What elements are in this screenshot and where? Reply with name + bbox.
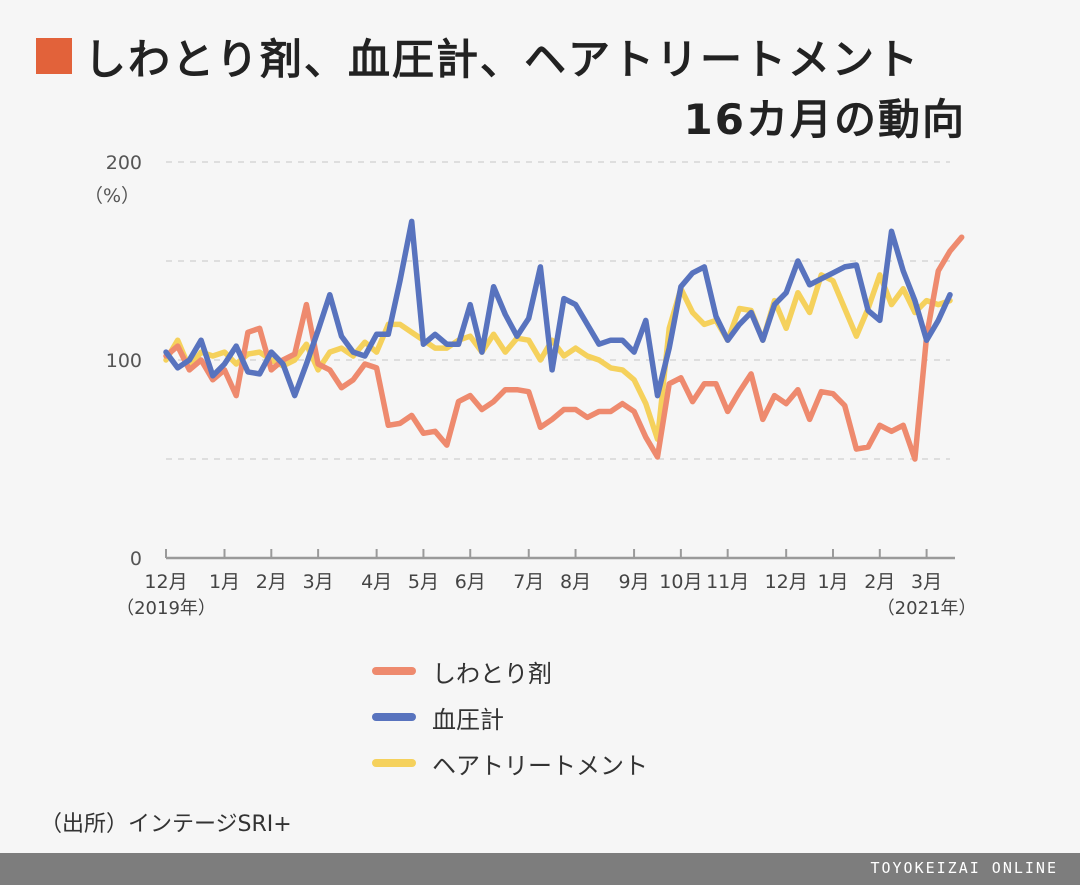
x-tick-label-8: 8月 [560,571,591,593]
title-line1: しわとり剤、血圧計、ヘアトリートメント [84,34,921,84]
x-tick-label-14: 2月 [864,571,895,593]
legend: しわとり剤 血圧計 ヘアトリートメント [372,648,648,786]
y-tick-label-100: 100 [106,350,142,372]
x-axis: 12月 （2019年） 1月 2月 3月 4月 5月 6月 7月 8月 9月 10月 11月 12月 1月 2… [116,549,977,619]
x-tick-label-12: 12月 [765,571,808,593]
footer-bar: TOYOKEIZAI ONLINE [0,853,1080,885]
legend-item-ketsuatsukei: 血圧計 [372,694,648,740]
legend-label-hair-treatment: ヘアトリートメント [432,751,648,780]
legend-item-shiwatori: しわとり剤 [372,648,648,694]
legend-label-ketsuatsukei: 血圧計 [432,705,504,734]
x-tick-label-6: 6月 [455,571,486,593]
y-tick-label-0: 0 [130,548,142,570]
legend-swatch-ketsuatsukei [372,713,416,721]
legend-label-shiwatori: しわとり剤 [432,659,552,688]
x-tick-label-13: 1月 [817,571,848,593]
chart-title: しわとり剤、血圧計、ヘアトリートメント 16カ月の動向 [36,28,1036,144]
title-line2: 16カ月の動向 [683,95,966,144]
source-note: （出所）インテージSRI+ [40,812,292,837]
x-tick-label-10: 10月 [659,571,702,593]
x-tick-label-4: 4月 [361,571,392,593]
legend-swatch-shiwatori [372,667,416,675]
y-tick-label-200: 200 [106,152,142,174]
x-tick-label-9: 9月 [619,571,650,593]
x-tick-label-3: 3月 [303,571,334,593]
x-tick-label-2: 2月 [256,571,287,593]
x-tick-sublabel-0: （2019年） [116,598,216,619]
x-tick-label-15: 3月 [911,571,942,593]
x-tick-label-5: 5月 [408,571,439,593]
x-tick-label-7: 7月 [513,571,544,593]
gridlines [166,161,950,460]
x-tick-label-0: 12月 [144,571,187,593]
legend-item-hair-treatment: ヘアトリートメント [372,740,648,786]
title-accent-square [36,38,72,74]
x-tick-label-1: 1月 [209,571,240,593]
y-axis-unit-label: （%） [84,185,140,207]
legend-swatch-hair-treatment [372,759,416,767]
footer-brand: TOYOKEIZAI ONLINE [870,859,1058,877]
series-line-0 [163,234,965,462]
x-tick-label-11: 11月 [706,571,749,593]
series-lines [163,218,965,462]
x-tick-sublabel-15: （2021年） [877,598,977,619]
y-axis: 0 100 200 （%） [84,152,142,570]
series-line-1 [163,218,953,399]
